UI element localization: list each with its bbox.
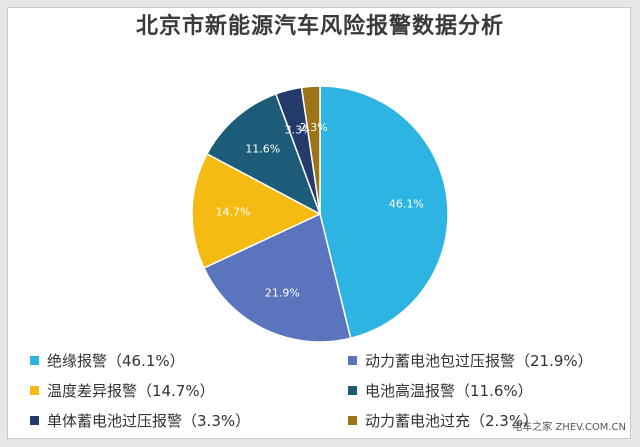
slice-data-label: 21.9% bbox=[265, 287, 300, 300]
watermark: 电车之家 ZHEV.COM.CN bbox=[512, 422, 626, 433]
legend-item: 动力蓄电池包过压报警（21.9%） bbox=[348, 350, 630, 371]
legend-swatch bbox=[30, 386, 39, 395]
slice-data-label: 14.7% bbox=[216, 206, 251, 219]
slice-data-label: 3.3% bbox=[285, 124, 313, 137]
slice-data-label: 2.3% bbox=[300, 121, 328, 134]
pie-slice bbox=[205, 92, 322, 216]
legend-label: 温度差异报警（14.7%） bbox=[47, 382, 215, 400]
legend-label: 动力蓄电池过充（2.3%） bbox=[365, 412, 539, 430]
pie-slice bbox=[202, 212, 352, 343]
legend-label: 电池高温报警（11.6%） bbox=[365, 382, 533, 400]
pie-slice bbox=[300, 85, 321, 215]
pie-slice bbox=[191, 152, 322, 269]
chart-legend: 绝缘报警（46.1%） 动力蓄电池包过压报警（21.9%） 温度差异报警（14.7%… bbox=[30, 350, 630, 431]
legend-item: 动力蓄电池过充（2.3%） bbox=[348, 410, 630, 431]
slice-data-label: 46.1% bbox=[389, 198, 424, 211]
legend-swatch bbox=[30, 416, 39, 425]
legend-item: 电池高温报警（11.6%） bbox=[348, 380, 630, 401]
legend-label: 动力蓄电池包过压报警（21.9%） bbox=[365, 352, 593, 370]
chart-title: 北京市新能源汽车风险报警数据分析 bbox=[135, 14, 504, 39]
legend-item: 单体蓄电池过压报警（3.3%） bbox=[30, 410, 348, 431]
legend-swatch bbox=[348, 356, 357, 365]
legend-label: 绝缘报警（46.1%） bbox=[47, 352, 185, 370]
slice-data-label: 11.6% bbox=[245, 142, 280, 155]
legend-item: 绝缘报警（46.1%） bbox=[30, 350, 348, 371]
legend-swatch bbox=[348, 416, 357, 425]
legend-label: 单体蓄电池过压报警（3.3%） bbox=[47, 412, 251, 430]
legend-item: 温度差异报警（14.7%） bbox=[30, 380, 348, 401]
pie-slice bbox=[319, 85, 449, 340]
legend-swatch bbox=[30, 356, 39, 365]
legend-swatch bbox=[348, 386, 357, 395]
